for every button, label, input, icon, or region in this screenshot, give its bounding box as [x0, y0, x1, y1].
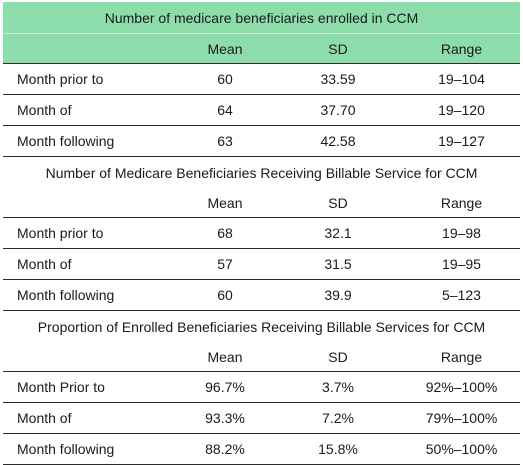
table-row: Month prior to 60 33.59 19–104: [3, 63, 521, 95]
header-mean: Mean: [207, 194, 243, 211]
cell-range: 19–104: [403, 63, 521, 95]
row-label: Month following: [3, 125, 177, 157]
table-row: Month prior to 68 32.1 19–98: [3, 217, 521, 249]
table-row: Month of 93.3% 7.2% 79%–100%: [3, 402, 521, 434]
header-sd: SD: [328, 348, 348, 365]
header-mean: Mean: [207, 348, 243, 365]
cell-mean: 63: [177, 125, 273, 157]
row-label: Month following: [3, 279, 177, 311]
cell-range: 92%–100%: [403, 371, 521, 403]
cell-sd: 7.2%: [273, 402, 403, 434]
cell-range: 19–95: [403, 248, 521, 280]
cell-mean: 64: [177, 94, 273, 126]
column-header-row: Mean SD Range: [3, 33, 521, 64]
header-range: Range: [403, 33, 521, 64]
table-row: Month following 88.2% 15.8% 50%–100%: [3, 433, 521, 465]
cell-range: 19–127: [403, 125, 521, 157]
row-label: Month Prior to: [3, 371, 177, 403]
header-range: Range: [440, 348, 483, 365]
row-label: Month of: [3, 402, 177, 434]
column-header-row: Mean SD Range: [3, 188, 520, 218]
cell-mean: 57: [177, 248, 273, 280]
cell-sd: 32.1: [273, 217, 403, 249]
cell-mean: 68: [177, 217, 273, 249]
cell-sd: 31.5: [273, 248, 403, 280]
header-range: Range: [440, 194, 483, 211]
row-label: Month prior to: [3, 217, 177, 249]
row-label: Month of: [3, 94, 177, 126]
cell-mean: 93.3%: [177, 402, 273, 434]
row-label: Month prior to: [3, 63, 177, 95]
cell-sd: 39.9: [273, 279, 403, 311]
cell-range: 19–98: [403, 217, 521, 249]
cell-range: 50%–100%: [403, 433, 521, 465]
row-label: Month of: [3, 248, 177, 280]
header-sd: SD: [328, 194, 348, 211]
section-title-row: Proportion of Enrolled Beneficiaries Rec…: [3, 310, 521, 342]
section-title-row: Number of medicare beneficiaries enrolle…: [3, 2, 521, 34]
header-blank: [3, 342, 177, 372]
cell-sd: 15.8%: [273, 433, 403, 465]
table-row: Month of 57 31.5 19–95: [3, 248, 521, 280]
row-label: Month following: [3, 433, 177, 465]
ccm-statistics-table: Number of medicare beneficiaries enrolle…: [3, 2, 521, 465]
cell-sd: 3.7%: [273, 371, 403, 403]
table-row: Month following 63 42.58 19–127: [3, 125, 521, 157]
cell-sd: 33.59: [273, 63, 403, 95]
cell-mean: 88.2%: [177, 433, 273, 465]
cell-range: 79%–100%: [403, 402, 521, 434]
cell-range: 5–123: [403, 279, 521, 311]
header-mean: Mean: [177, 33, 273, 64]
header-blank: [3, 188, 177, 218]
section-title: Number of medicare beneficiaries enrolle…: [3, 2, 521, 34]
table-row: Month of 64 37.70 19–120: [3, 94, 521, 126]
section-title: Number of Medicare Beneficiaries Receivi…: [3, 156, 521, 188]
section-title: Proportion of Enrolled Beneficiaries Rec…: [3, 310, 521, 342]
table-row: Month following 60 39.9 5–123: [3, 279, 521, 311]
header-sd: SD: [273, 33, 403, 64]
table-row: Month Prior to 96.7% 3.7% 92%–100%: [3, 371, 521, 403]
cell-sd: 37.70: [273, 94, 403, 126]
header-blank: [3, 33, 177, 64]
cell-mean: 60: [177, 279, 273, 311]
cell-mean: 96.7%: [177, 371, 273, 403]
cell-mean: 60: [177, 63, 273, 95]
column-header-row: Mean SD Range: [3, 342, 520, 372]
cell-range: 19–120: [403, 94, 521, 126]
cell-sd: 42.58: [273, 125, 403, 157]
section-title-row: Number of Medicare Beneficiaries Receivi…: [3, 156, 521, 188]
